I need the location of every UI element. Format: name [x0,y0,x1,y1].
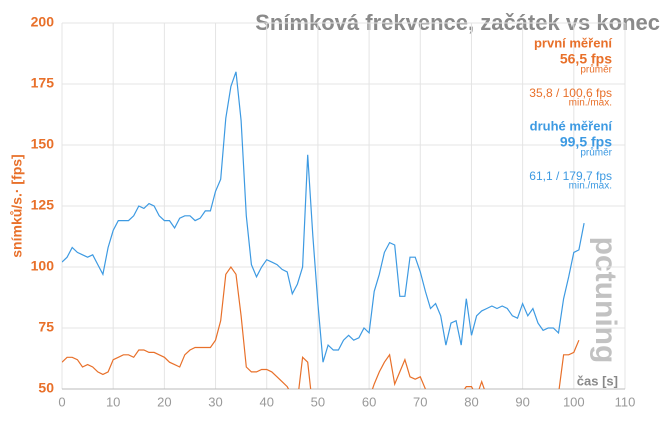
minmax-label: min./max. [569,98,612,109]
y-tick-label: 100 [31,258,55,274]
average-value: 56,5 fps [560,51,612,67]
y-tick-label: 125 [31,197,55,213]
x-tick-label: 20 [157,394,171,409]
legend-label: druhé měření [530,118,613,133]
y-tick-label: 50 [38,380,54,396]
y-axis-label: snímků/s.· [fps] [9,154,25,257]
x-tick-label: 90 [515,394,529,409]
x-tick-label: 50 [311,394,325,409]
x-tick-label: 0 [58,394,65,409]
y-tick-label: 175 [31,75,55,91]
y-tick-label: 75 [38,319,54,335]
x-tick-label: 70 [413,394,427,409]
series-line [62,265,580,389]
x-tick-label: 60 [362,394,376,409]
chart-title: Snímková frekvence, začátek vs konec [255,10,660,35]
x-tick-label: 100 [563,394,585,409]
minmax-value: 35,8 / 100,6 fps [529,86,612,100]
average-label: průměr [580,64,612,76]
x-tick-label: 10 [106,394,120,409]
x-tick-label: 40 [259,394,273,409]
x-tick-label: 80 [464,394,478,409]
minmax-value: 61,1 / 179,7 fps [529,169,612,183]
legend-label: první měření [534,35,612,50]
x-axis-label: čas [s] [577,373,618,388]
y-tick-label: 200 [31,14,55,30]
average-label: průměr [580,147,612,159]
minmax-label: min./max. [569,181,612,192]
x-tick-label: 110 [615,394,636,409]
average-value: 99,5 fps [560,134,612,150]
x-tick-label: 30 [208,394,222,409]
logo: pctuning [589,237,622,364]
series-line [62,71,585,363]
y-tick-label: 150 [31,136,55,152]
